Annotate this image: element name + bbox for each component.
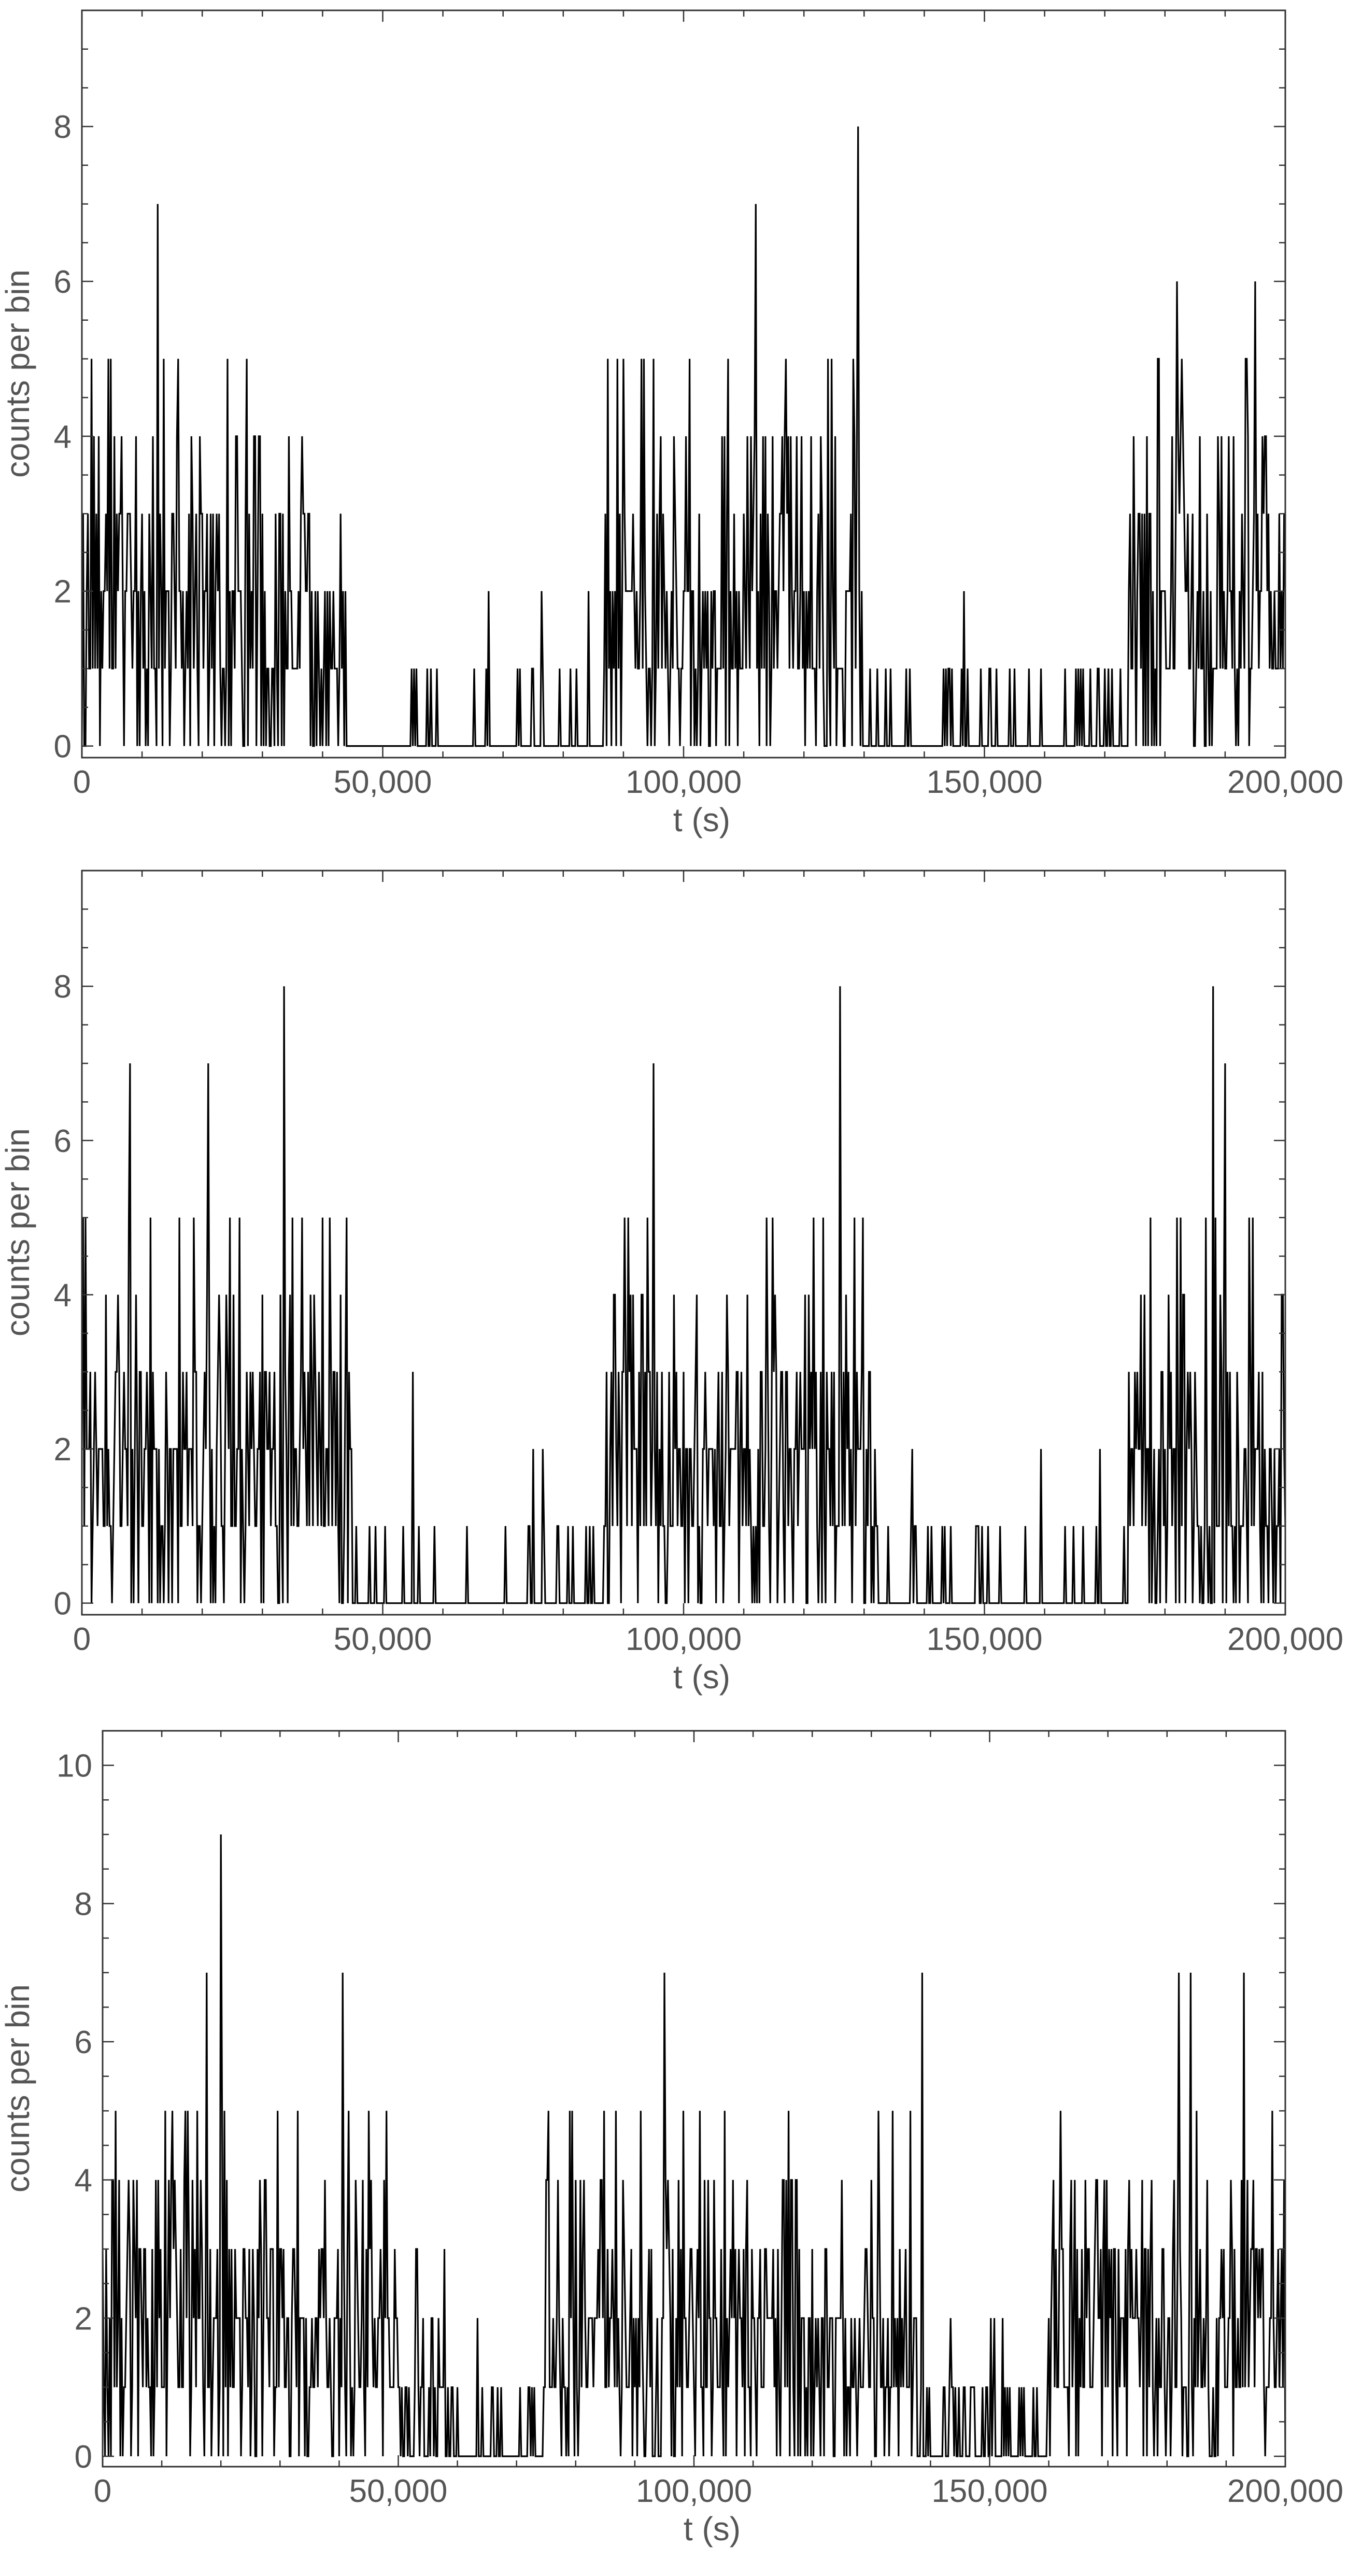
- y-tick-label: 0: [75, 2439, 92, 2475]
- x-tick-label: 200,000: [1227, 764, 1343, 800]
- y-axis-label: counts per bin: [0, 269, 36, 478]
- y-tick-label: 8: [54, 969, 72, 1005]
- chart-panel-3: 0 50,000 100,000 150,000 200,000 0 2 4 6 8 10 t (s)…: [0, 1730, 1343, 2547]
- x-axis-label: t (s): [673, 1658, 730, 1696]
- x-tick-label: 200,000: [1227, 1621, 1343, 1657]
- y-tick-label: 2: [54, 1432, 72, 1468]
- x-tick-label: 0: [94, 2473, 111, 2509]
- y-tick-label: 4: [75, 2163, 92, 2199]
- x-tick-label: 100,000: [626, 764, 742, 800]
- y-tick-label: 6: [54, 1123, 72, 1159]
- y-tick-label: 8: [54, 109, 72, 145]
- series-line: [82, 986, 1285, 1604]
- y-axis-label: counts per bin: [0, 1128, 36, 1336]
- y-tick-label: 6: [54, 264, 72, 300]
- x-tick-label: 50,000: [334, 764, 432, 800]
- x-axis-label: t (s): [673, 801, 730, 838]
- y-tick-label: 2: [54, 574, 72, 610]
- x-axis-label: t (s): [684, 2510, 741, 2547]
- series-line: [103, 1834, 1285, 2457]
- x-tick-label: 50,000: [349, 2473, 448, 2509]
- x-tick-label: 150,000: [926, 1621, 1042, 1657]
- x-tick-label: 150,000: [931, 2473, 1047, 2509]
- x-tick-label: 150,000: [926, 764, 1042, 800]
- y-tick-label: 4: [54, 1277, 72, 1313]
- x-tick-label: 200,000: [1227, 2473, 1343, 2509]
- y-tick-label: 4: [54, 419, 72, 455]
- y-tick-label: 8: [75, 1886, 92, 1922]
- x-tick-label: 100,000: [626, 1621, 742, 1657]
- y-tick-label: 0: [54, 729, 72, 765]
- y-tick-label: 10: [56, 1748, 92, 1784]
- chart-panel-1: 0 50,000 100,000 150,000 200,000 0 2 4 6 8 t (s) co…: [0, 9, 1343, 838]
- y-tick-label: 2: [75, 2301, 92, 2337]
- x-tick-label: 0: [73, 764, 91, 800]
- y-tick-label: 6: [75, 2025, 92, 2060]
- x-tick-label: 50,000: [334, 1621, 432, 1657]
- chart-panel-2: 0 50,000 100,000 150,000 200,000 0 2 4 6 8 t (s) co…: [0, 870, 1343, 1696]
- y-axis-label: counts per bin: [0, 1984, 36, 2193]
- series-line: [82, 126, 1285, 747]
- y-tick-label: 0: [54, 1586, 72, 1622]
- x-tick-label: 100,000: [636, 2473, 752, 2509]
- x-tick-label: 0: [73, 1621, 91, 1657]
